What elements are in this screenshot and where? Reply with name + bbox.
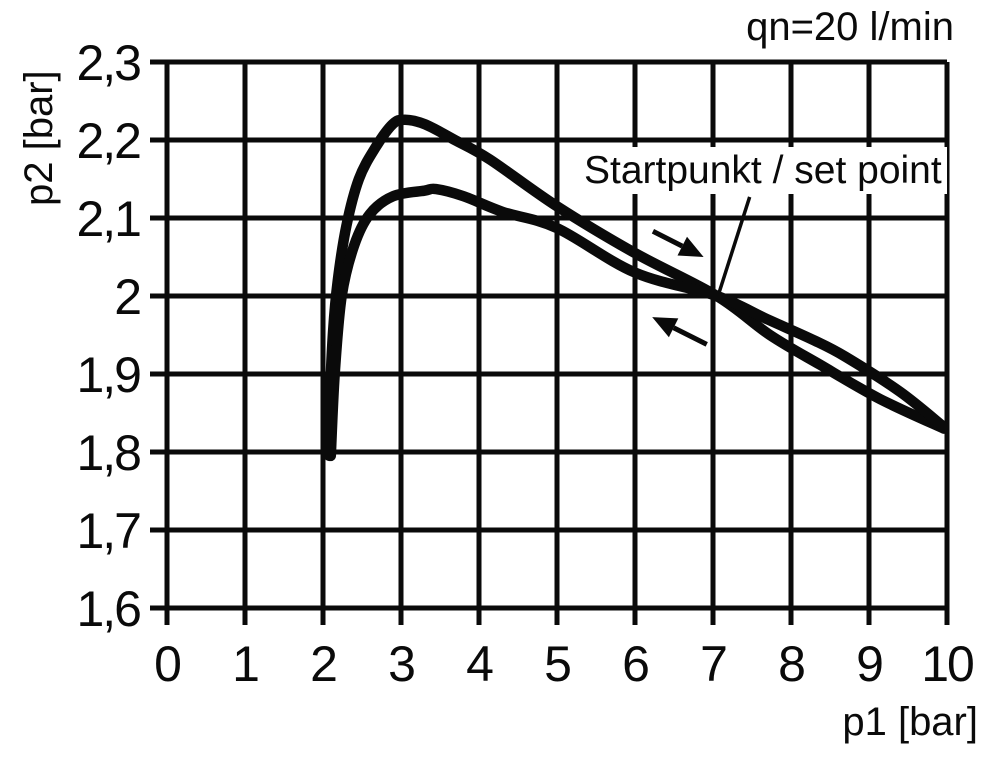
- set-point-label: Startpunkt / set point: [579, 147, 947, 194]
- x-axis-title: p1 [bar]: [842, 700, 978, 744]
- x-tick-label: 2: [310, 636, 336, 692]
- y-tick-label: 2,2: [76, 113, 140, 169]
- y-tick-label: 1,8: [76, 425, 140, 481]
- y-tick-label: 1,9: [76, 347, 140, 403]
- x-tick-label: 1: [232, 636, 258, 692]
- y-tick-label: 2: [114, 269, 140, 325]
- x-tick-label: 3: [388, 636, 414, 692]
- x-tick-label: 5: [544, 636, 570, 692]
- back-arrow-shaft: [672, 325, 708, 347]
- x-tick-label: 4: [466, 636, 493, 692]
- x-tick-label: 10: [921, 636, 973, 692]
- y-tick-label: 1,7: [76, 503, 140, 559]
- x-tick-label: 7: [700, 636, 726, 692]
- y-axis-title: p2 [bar]: [17, 70, 61, 206]
- back-arrow-head: [652, 317, 679, 338]
- forward-arrow-shaft: [651, 229, 684, 249]
- y-tick-label: 2,3: [76, 35, 140, 91]
- chart-title: qn=20 l/min: [746, 5, 954, 49]
- x-tick-label: 0: [154, 636, 180, 692]
- x-tick-label: 8: [778, 636, 804, 692]
- curve-lower-curve-p1-decreasing: [325, 183, 950, 462]
- x-tick-label: 9: [856, 636, 882, 692]
- x-tick-label: 6: [622, 636, 648, 692]
- y-tick-label: 2,1: [76, 191, 140, 247]
- set-point-leader-line: [717, 196, 752, 293]
- y-tick-label: 1,6: [76, 581, 140, 637]
- forward-arrow-head: [677, 236, 704, 257]
- curve-upper-curve-p1-increasing: [323, 114, 950, 462]
